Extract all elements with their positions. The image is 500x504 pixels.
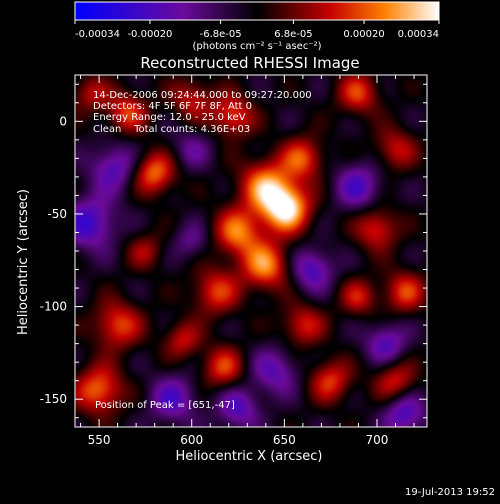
y-tick-label: -50 — [47, 207, 67, 221]
heatmap-raster — [75, 75, 427, 427]
colorbar-ticks: -0.00034 -0.00020 -6.8e-05 6.8e-05 0.00020 0.… — [74, 20, 440, 40]
footer-timestamp: 19-Jul-2013 19:52 — [405, 487, 495, 498]
colorbar-unit-label: (photons cm⁻² s⁻¹ asec⁻²) — [192, 41, 321, 52]
x-tick-label: 600 — [180, 433, 203, 447]
colorbar-strip — [74, 1, 440, 21]
info-block: 14-Dec-2006 09:24:44.000 to 09:27:20.000… — [93, 90, 312, 135]
info-line-time: 14-Dec-2006 09:24:44.000 to 09:27:20.000 — [93, 90, 312, 101]
colorbar-tick-label: 0.00034 — [398, 29, 439, 40]
y-tick-label: -100 — [40, 300, 67, 314]
y-tick-label: -150 — [40, 392, 67, 406]
colorbar-tick-label: 6.8e-05 — [274, 29, 312, 40]
x-axis-label: Heliocentric X (arcsec) — [176, 449, 323, 464]
y-tick-label: 0 — [59, 114, 67, 128]
x-tick-label: 550 — [88, 433, 111, 447]
x-tick-label: 650 — [273, 433, 296, 447]
colorbar-tick-label: -0.00020 — [127, 29, 172, 40]
colorbar-tick-label: -0.00034 — [75, 29, 120, 40]
colorbar-tick-label: 0.00020 — [343, 29, 384, 40]
heatmap-image — [75, 75, 427, 427]
colorbar: -0.00034 -0.00020 -6.8e-05 6.8e-05 0.00020 0.… — [74, 1, 440, 52]
peak-position-label: Position of Peak = [651,-47] — [95, 400, 235, 411]
chart-title: Reconstructed RHESSI Image — [140, 54, 359, 72]
axis-ticks: 550 600 650 700 0 -50 -100 -150 — [40, 75, 427, 447]
info-line-energy: Energy Range: 12.0 - 25.0 keV — [93, 112, 246, 123]
colorbar-tick-label: -6.8e-05 — [200, 29, 242, 40]
y-axis-label: Heliocentric Y (arcsec) — [16, 189, 31, 335]
info-line-detectors: Detectors: 4F 5F 6F 7F 8F, Att 0 — [93, 101, 252, 112]
info-line-counts: Clean Total counts: 4.36E+03 — [93, 124, 250, 135]
x-tick-label: 700 — [366, 433, 389, 447]
